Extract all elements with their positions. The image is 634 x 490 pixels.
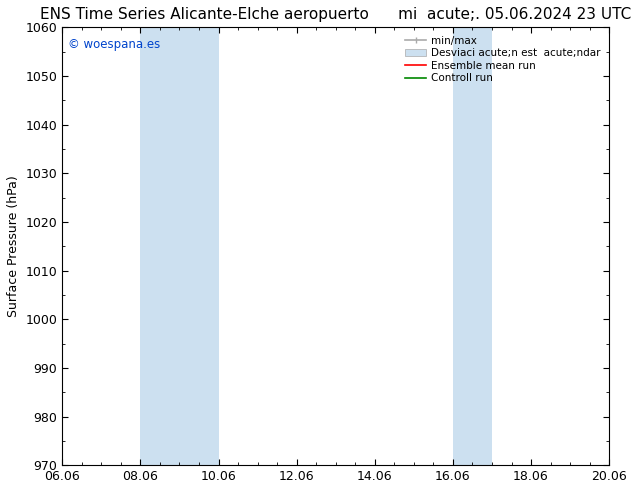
- Text: © woespana.es: © woespana.es: [68, 38, 160, 51]
- Title: ENS Time Series Alicante-Elche aeropuerto      mi  acute;. 05.06.2024 23 UTC: ENS Time Series Alicante-Elche aeropuert…: [40, 7, 631, 22]
- Legend: min/max, Desviaci acute;n est  acute;ndar, Ensemble mean run, Controll run: min/max, Desviaci acute;n est acute;ndar…: [402, 32, 604, 87]
- Bar: [140, 27, 219, 465]
- Bar: [453, 27, 492, 465]
- Y-axis label: Surface Pressure (hPa): Surface Pressure (hPa): [7, 175, 20, 317]
